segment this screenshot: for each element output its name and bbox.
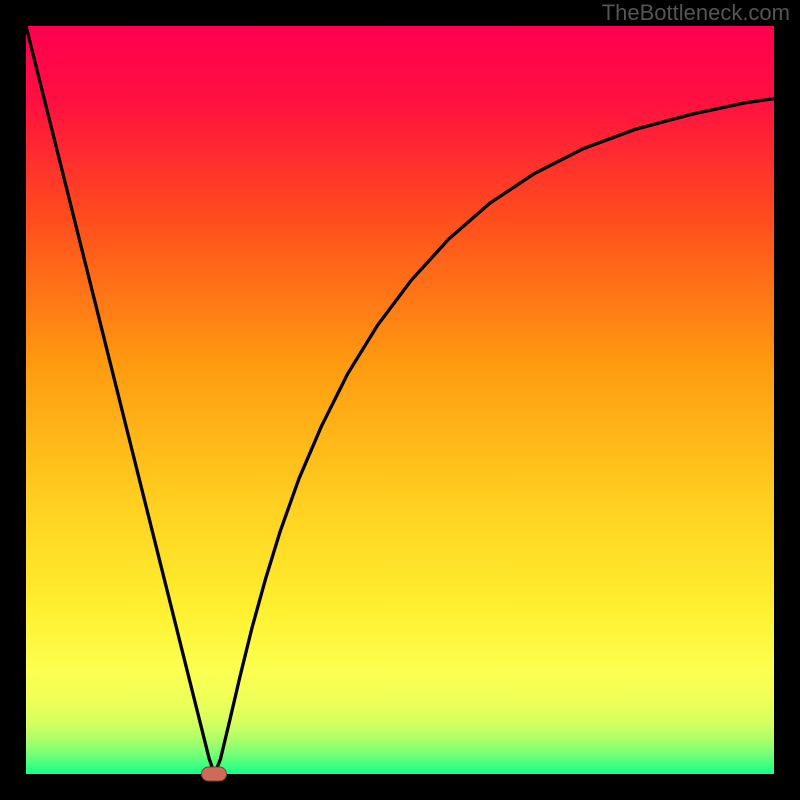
watermark-text: TheBottleneck.com — [602, 0, 790, 26]
plot-area — [26, 26, 774, 774]
optimum-marker — [201, 767, 227, 782]
curve-svg — [26, 26, 774, 774]
chart-stage: TheBottleneck.com — [0, 0, 800, 800]
bottleneck-curve — [26, 26, 774, 774]
